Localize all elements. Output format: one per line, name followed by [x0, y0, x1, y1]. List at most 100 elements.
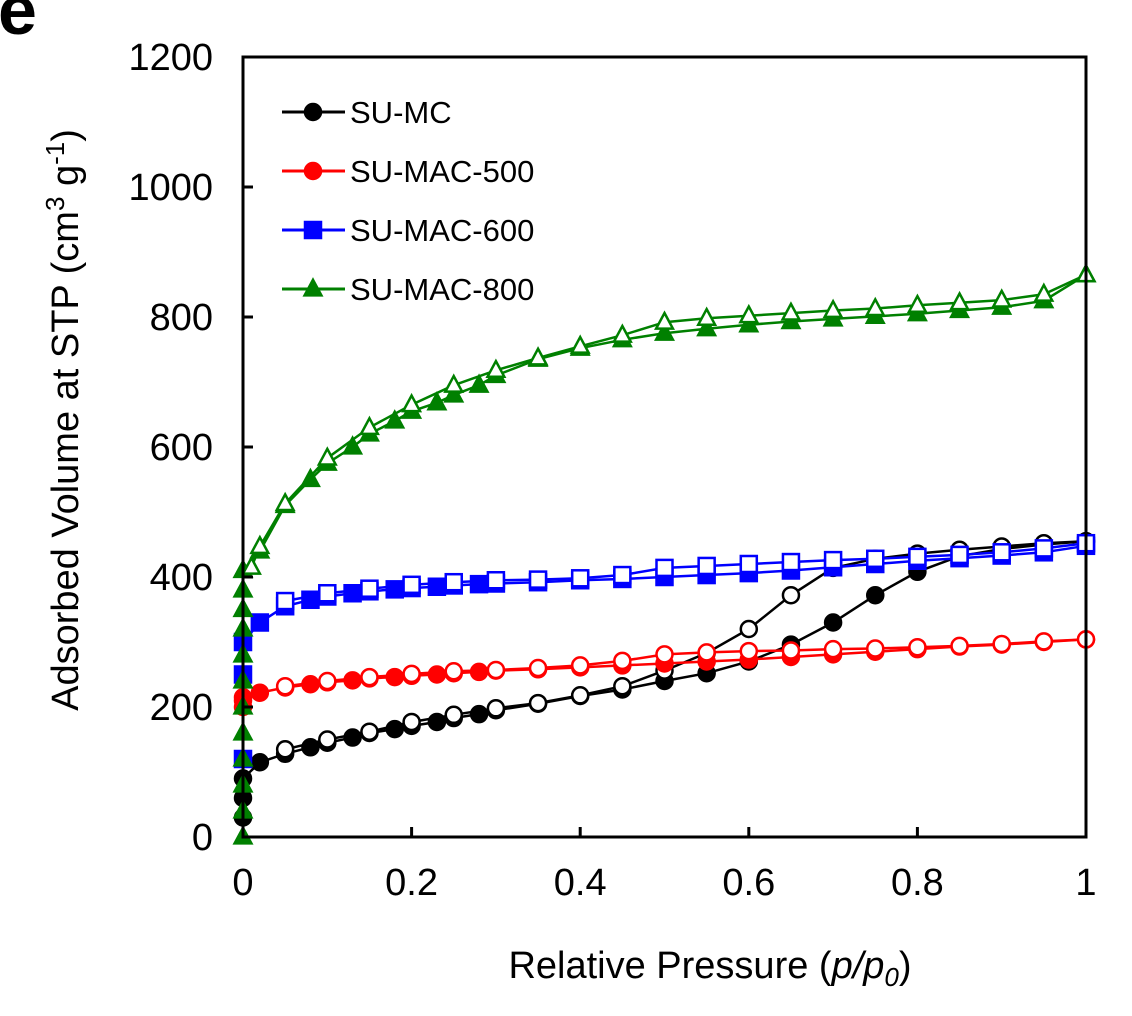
su-mc-desorption-point	[570, 686, 590, 705]
legend: SU-MC SU-MAC-500 SU-MAC-600 SU-MAC-800	[282, 95, 534, 307]
su-mac-600-desorption-point	[655, 558, 674, 578]
su-mc-adsorption-point	[343, 728, 362, 747]
su-mac-500-desorption-point	[402, 664, 421, 684]
su-mac-800-desorption-point	[569, 334, 591, 354]
legend-label: SU-MAC-500	[350, 154, 534, 189]
su-mac-600-desorption-point	[866, 549, 885, 569]
x-tick-label: 0	[232, 862, 253, 904]
su-mac-600-desorption-point	[444, 572, 463, 592]
su-mac-800-adsorption-point	[738, 312, 760, 333]
su-mac-500-desorption-point	[908, 637, 927, 657]
series-su-mac-500	[233, 630, 1096, 717]
su-mac-600-desorption-point	[570, 569, 590, 588]
x-tick-label: 0.6	[722, 862, 775, 904]
su-mac-600-adsorption-point	[250, 613, 270, 632]
su-mc-adsorption-point	[250, 753, 270, 772]
x-axis-title: Relative Pressure (p/p0)	[508, 945, 911, 992]
y-tick-label: 200	[150, 687, 213, 729]
su-mac-600-desorption-point	[992, 543, 1011, 562]
su-mac-500-desorption-point	[1034, 632, 1054, 651]
y-tick-label: 1000	[128, 167, 213, 209]
su-mac-800-desorption-point	[864, 296, 886, 317]
x-tick-label: 0.2	[385, 862, 438, 904]
su-mac-500-desorption-point	[950, 636, 969, 656]
su-mac-600-desorption-point	[486, 571, 506, 590]
su-mc-desorption-point	[402, 712, 421, 732]
su-mac-800-desorption-point	[443, 373, 465, 393]
su-mac-800-desorption-point	[780, 301, 802, 321]
x-axis: 0 0.2 0.4 0.6 0.8 1	[232, 827, 1097, 904]
su-mac-800-adsorption-point	[468, 373, 490, 393]
su-mac-500-desorption-point	[275, 676, 295, 696]
su-mac-800-desorption-point	[485, 358, 507, 378]
su-mac-600-adsorption-point	[343, 584, 362, 603]
su-mc-desorption-point	[613, 676, 632, 696]
su-mac-800-adsorption-point	[426, 390, 448, 411]
su-mc-adsorption-point	[469, 704, 489, 724]
x-tick-label: 1	[1075, 862, 1096, 904]
su-mac-500-adsorption-point	[427, 665, 447, 684]
su-mac-800-adsorption-point	[696, 316, 718, 337]
su-mac-800-adsorption-point	[443, 383, 465, 403]
su-mac-600-desorption-point	[823, 550, 843, 570]
su-mac-600-desorption-point	[950, 545, 969, 565]
su-mac-800-desorption-point	[274, 491, 296, 512]
su-mac-800-desorption-point	[401, 392, 423, 413]
su-mc-desorption-point	[781, 585, 801, 605]
su-mc-desorption-point	[486, 699, 506, 718]
su-mc-desorption-point	[739, 619, 759, 639]
su-mc-adsorption-point	[866, 585, 885, 605]
legend-label: SU-MC	[350, 95, 452, 130]
su-mac-800-desorption-point	[527, 346, 549, 366]
y-tick-label: 400	[150, 557, 213, 599]
su-mac-500-desorption-point	[866, 639, 885, 658]
su-mc-desorption-point	[275, 740, 295, 759]
su-mac-800-adsorption-point	[654, 321, 675, 341]
su-mac-500-desorption-point	[528, 658, 548, 678]
x-tick-label: 0.8	[891, 862, 944, 904]
su-mac-800-desorption-point	[611, 323, 633, 343]
series-su-mac-600	[233, 533, 1096, 769]
x-tick-label: 0.4	[554, 862, 607, 904]
su-mac-500-desorption-point	[823, 639, 843, 659]
su-mac-600-adsorption-point	[469, 574, 489, 594]
su-mac-500-desorption-point	[570, 656, 590, 675]
su-mac-600-adsorption-point	[427, 577, 447, 596]
su-mac-600-desorption-point	[697, 556, 716, 576]
y-tick-label: 600	[150, 427, 213, 469]
su-mac-800-desorption-point	[249, 534, 271, 555]
su-mac-600-desorption-point	[275, 591, 295, 611]
y-axis-title: Adsorbed Volume at STP (cm3 g-1)	[40, 129, 87, 711]
legend-marker	[303, 220, 323, 240]
su-mac-600-adsorption-point	[385, 580, 404, 599]
y-tick-label: 1200	[128, 37, 213, 79]
su-mac-600-desorption-point	[528, 570, 548, 589]
su-mac-800-desorption-point	[906, 293, 928, 313]
su-mac-800-desorption-line	[250, 273, 1087, 568]
su-mac-600-desorption-point	[1034, 539, 1054, 558]
plot-series	[232, 262, 1097, 845]
su-mac-500-adsorption-point	[385, 667, 404, 687]
y-axis: 0 200 400 600 800 1000 1200	[128, 37, 253, 859]
su-mac-500-desorption-point	[781, 641, 801, 660]
su-mc-desorption-point	[528, 693, 548, 713]
su-mac-500-adsorption-point	[250, 683, 270, 702]
su-mac-500-desorption-point	[613, 651, 632, 671]
su-mac-800-desorption-point	[949, 290, 971, 311]
legend-item-su-mac-800: SU-MAC-800	[282, 272, 534, 307]
su-mac-800-desorption-point	[738, 303, 760, 324]
su-mac-600-desorption-point	[360, 579, 379, 598]
su-mac-800-desorption-point	[991, 288, 1013, 308]
su-mc-desorption-point	[318, 730, 337, 749]
y-tick-label: 800	[150, 297, 213, 339]
legend-label: SU-MAC-800	[350, 272, 534, 307]
panel-label: e	[0, 0, 37, 49]
su-mc-adsorption-point	[823, 613, 843, 632]
su-mac-500-desorption-point	[992, 634, 1011, 654]
su-mac-800-adsorption-point	[384, 409, 406, 429]
su-mac-600-desorption-point	[402, 575, 421, 595]
legend-label: SU-MAC-600	[350, 213, 534, 248]
legend-marker	[302, 277, 324, 297]
su-mac-500-desorption-point	[444, 662, 463, 681]
su-mac-800-desorption-point	[240, 555, 262, 575]
